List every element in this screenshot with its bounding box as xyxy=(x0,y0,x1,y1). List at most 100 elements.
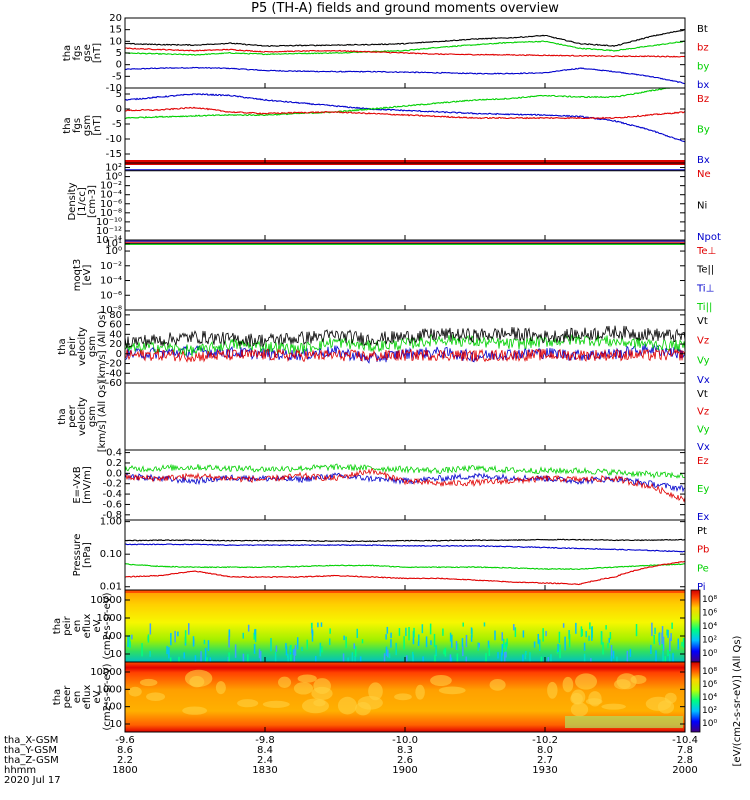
x-row-value: 2.6 xyxy=(397,755,413,766)
spectrogram-streak xyxy=(149,623,152,635)
spectrogram-streak xyxy=(562,623,565,628)
spectrogram-streak xyxy=(559,644,561,659)
legend-Vt: Vt xyxy=(697,316,708,327)
spectrogram-streak xyxy=(612,650,615,659)
y-tick-label: 15 xyxy=(109,25,122,36)
spectrogram-streak xyxy=(294,645,297,656)
spectrogram-streak xyxy=(462,646,464,657)
colorbar-tick: 10⁴ xyxy=(702,693,717,703)
spectrogram-streak xyxy=(310,622,313,629)
spectrogram-streak xyxy=(184,630,187,644)
spectrogram-streak xyxy=(558,631,561,644)
y-axis-label-line: gsm xyxy=(87,406,98,427)
y-axis-label-line: tha xyxy=(62,45,73,61)
y-tick-label: -60 xyxy=(106,378,122,389)
y-tick-label: 1000 xyxy=(97,684,122,695)
colorbar-0 xyxy=(690,589,701,663)
legend-Pi: Pi xyxy=(697,582,706,593)
panel-efield: 0.40.20.0-0.2-0.4-0.6-0.8 E=-VxB [mV/m] Ez E… xyxy=(72,448,709,523)
spectrogram-streak xyxy=(654,627,656,635)
spectrogram-streak xyxy=(425,636,428,648)
series-line-Bz xyxy=(125,106,686,120)
spectrogram-streak xyxy=(395,642,397,656)
y-tick-label: 10⁻⁶ xyxy=(100,199,122,210)
spectrogram-low-region xyxy=(565,716,683,728)
spectrogram-streak xyxy=(629,648,632,657)
spectrogram-streak xyxy=(390,639,392,648)
y-axis-label-line: gsm xyxy=(87,336,98,357)
spectrogram-blob xyxy=(313,678,331,694)
y-axis-label-pressure: Pressure [nPa] xyxy=(72,534,93,577)
spectrogram-streak xyxy=(270,638,272,652)
panel-frame xyxy=(124,309,686,384)
y-axis-label-peir_spec: tha peir en eflux eV (cm2-s-sr-eV) xyxy=(52,592,113,659)
y-axis-label-line: [km/s] (All Qs) xyxy=(97,311,108,383)
spectrogram-streak xyxy=(228,635,230,648)
spectrogram-streak xyxy=(183,652,185,659)
spectrogram-streak xyxy=(259,650,262,665)
legend-bz: bz xyxy=(697,43,709,54)
legend-Vy: Vy xyxy=(697,424,710,435)
spectrogram-streak xyxy=(487,640,490,649)
colorbar-1 xyxy=(690,661,701,733)
y-tick-label: 0 xyxy=(116,60,122,71)
spectrogram-streak xyxy=(329,628,331,634)
legend-Vt: Vt xyxy=(697,389,708,400)
spectrogram-blob xyxy=(585,698,603,705)
spectrogram-streak xyxy=(390,632,392,639)
spectrogram-blob xyxy=(139,678,158,687)
x-row-value: 1800 xyxy=(112,765,137,776)
spectrogram-blob xyxy=(262,700,290,708)
x-row-label: hhmm xyxy=(4,765,36,776)
spectrogram-streak xyxy=(488,645,491,656)
spectrogram-streak xyxy=(429,623,432,635)
series-line-Vt xyxy=(124,325,686,349)
spectrogram-streak xyxy=(537,633,540,645)
legend-Te||: Te|| xyxy=(696,265,714,276)
spectrogram-streak xyxy=(353,643,355,649)
spectrogram-streak xyxy=(317,622,319,628)
spectrogram-streak xyxy=(166,646,168,655)
y-tick-label: 100 xyxy=(103,631,122,642)
y-tick-label: 10⁻⁸ xyxy=(100,305,122,316)
spectrogram-streak xyxy=(127,635,129,648)
y-tick-label: 10⁰ xyxy=(105,246,122,257)
y-tick-label: 10⁻¹² xyxy=(96,226,122,237)
spectrogram-streak xyxy=(456,653,459,663)
spectrogram-streak xyxy=(455,640,458,651)
spectrogram-streak xyxy=(602,642,604,655)
series-line-by xyxy=(124,40,686,56)
spectrogram-streak xyxy=(500,652,503,664)
spectrogram-streak xyxy=(650,644,652,655)
spectrogram-streak xyxy=(242,632,245,639)
y-tick-label: 40 xyxy=(109,329,122,340)
legend-Vx: Vx xyxy=(697,375,710,386)
y-tick-label: 10⁻² xyxy=(100,181,122,192)
colorbar-label: [eV/(cm2-s-sr-eV)] (All Qs) xyxy=(732,635,743,766)
legend-Ti||: Ti|| xyxy=(696,302,712,313)
spectrogram-blob xyxy=(562,676,574,693)
spectrogram-streak xyxy=(662,636,665,651)
y-tick-label: 0.2 xyxy=(106,458,122,469)
y-axis-label-line: fgs xyxy=(72,118,83,133)
spectrogram-streak xyxy=(651,622,653,637)
spectrogram-streak xyxy=(529,652,531,666)
panel-frame xyxy=(124,239,686,311)
legend-Ey: Ey xyxy=(697,484,709,495)
spectrogram-streak xyxy=(522,654,524,668)
y-tick-label: 10¹ xyxy=(105,239,122,250)
spectrogram-streak xyxy=(388,653,391,659)
spectrogram-streak xyxy=(320,622,323,627)
spectrogram-blob xyxy=(630,675,647,684)
y-axis-label-line: [nT] xyxy=(92,43,103,63)
y-tick-label: 0 xyxy=(116,104,122,115)
y-axis-label-line: peir xyxy=(67,336,78,356)
spectrogram-streak xyxy=(465,634,468,648)
y-axis-label-line: tha xyxy=(52,618,63,634)
y-axis-label-peir_vel: tha peir velocity gsm [km/s] (All Qs) xyxy=(57,311,108,383)
y-axis-label-line: [cm-3] xyxy=(87,185,98,218)
spectrogram-streak xyxy=(192,636,195,647)
spectrogram-streak xyxy=(524,652,527,660)
